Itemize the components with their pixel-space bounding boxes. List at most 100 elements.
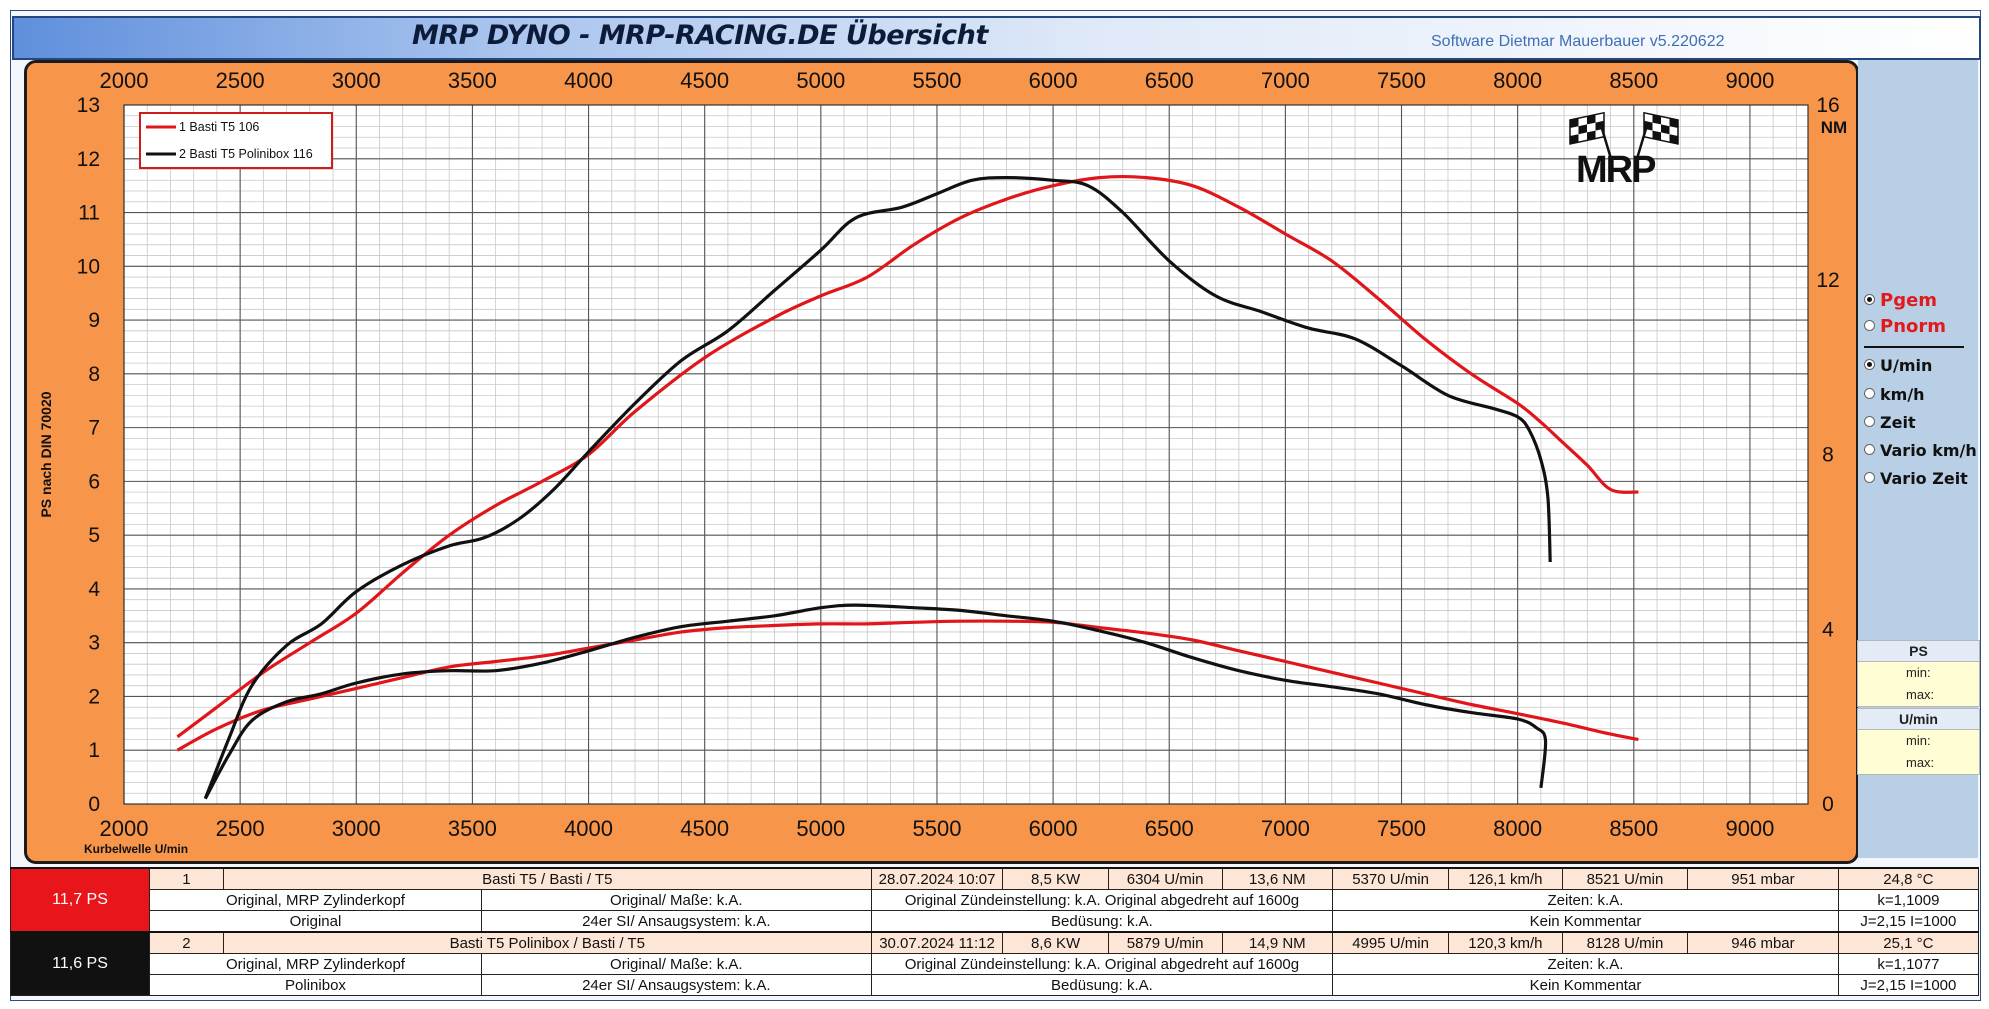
run-1-power-badge: 11,7 PS — [9, 867, 151, 933]
y-tick-label: 10 — [77, 255, 100, 278]
x-tick-label-top: 7000 — [1261, 68, 1310, 93]
x-tick-label-top: 2500 — [216, 68, 265, 93]
run-pressure: 946 mbar — [1687, 931, 1839, 954]
radio-label: U/min — [1880, 356, 1933, 375]
run-1-detail-row: Original, MRP Zylinderkopf Original/ Maß… — [11, 889, 1980, 911]
series-1-torque-line — [176, 619, 1639, 752]
x-tick-label-top: 5000 — [796, 68, 845, 93]
rpm-min-field[interactable]: min: — [1906, 733, 1931, 748]
x-tick-label-top: 4500 — [680, 68, 729, 93]
checkered-flag-right-icon — [1634, 111, 1679, 163]
radio-dot-icon — [1864, 416, 1875, 427]
run-1-detail-row-2: Original 24er SI/ Ansaugsystem: k.A. Bed… — [11, 910, 1980, 933]
series-2-torque-line — [203, 603, 1548, 800]
ps-max-field[interactable]: max: — [1906, 687, 1935, 702]
y2-tick-label: 8 — [1822, 444, 1834, 467]
radio-vario-kmh[interactable]: Vario km/h — [1864, 441, 1977, 460]
x-tick-label-bottom: 5000 — [796, 816, 845, 841]
run-date: 30.07.2024 11:12 — [870, 931, 1004, 954]
radio-kmh[interactable]: km/h — [1864, 385, 1925, 404]
run-2-header-row[interactable]: 11,6 PS 2 Basti T5 Polinibox / Basti / T… — [9, 931, 1980, 996]
radio-dot-icon — [1864, 388, 1875, 399]
x-tick-label-top: 3000 — [332, 68, 381, 93]
run-speed: 120,3 km/h — [1448, 931, 1563, 954]
series-lines — [176, 174, 1639, 800]
radio-pnorm[interactable]: Pnorm — [1864, 316, 1946, 337]
x-tick-label-bottom: 3500 — [448, 816, 497, 841]
run-temperature: 24,8 °C — [1837, 867, 1980, 890]
title-bar: MRP DYNO - MRP-RACING.DE Übersicht Softw… — [12, 16, 1981, 60]
y-tick-label: 5 — [88, 524, 100, 547]
run-2-power-badge: 11,6 PS — [9, 931, 151, 996]
run-speed-rpm: 8521 U/min — [1561, 867, 1689, 890]
run-number: 2 — [149, 931, 224, 954]
radio-zeit[interactable]: Zeit — [1864, 413, 1916, 432]
ps-min-field[interactable]: min: — [1906, 665, 1931, 680]
run-cylinder-head: Original, MRP Zylinderkopf — [149, 953, 482, 975]
radio-dot-icon — [1864, 472, 1875, 483]
run-pressure: 951 mbar — [1687, 867, 1839, 890]
software-version: Software Dietmar Mauerbauer v5.220622 — [1431, 33, 1725, 50]
y-tick-label: 13 — [77, 94, 100, 117]
x-tick-label-bottom: 4000 — [564, 816, 613, 841]
y-tick-label: 3 — [88, 632, 100, 655]
run-max-kw: 8,5 KW — [1002, 867, 1109, 890]
x-tick-label-bottom: 2500 — [216, 816, 265, 841]
y2-tick-label: 16 — [1816, 94, 1839, 117]
x-tick-label-top: 3500 — [448, 68, 497, 93]
radio-label: Pnorm — [1880, 316, 1947, 337]
svg-text:MRP: MRP — [1576, 149, 1656, 191]
x-tick-label-top: 7500 — [1377, 68, 1426, 93]
x-tick-label-bottom: 4500 — [680, 816, 729, 841]
run-kw-rpm: 6304 U/min — [1107, 867, 1223, 890]
run-exhaust: Original — [149, 910, 482, 933]
radio-label: km/h — [1880, 385, 1925, 404]
run-k-factor: k=1,1009 — [1837, 889, 1980, 911]
legend-box — [139, 112, 333, 169]
radio-vario-zeit[interactable]: Vario Zeit — [1864, 469, 1968, 488]
y-tick-label: 1 — [88, 739, 100, 762]
run-k-factor: k=1,1077 — [1837, 953, 1980, 975]
legend-label: 2 Basti T5 Polinibox 116 — [179, 147, 313, 161]
radio-dot-icon — [1864, 294, 1875, 305]
y2-tick-label: 4 — [1822, 618, 1834, 641]
radio-dot-icon — [1864, 444, 1875, 455]
run-nm-rpm: 5370 U/min — [1332, 867, 1449, 890]
run-1-header-row[interactable]: 11,7 PS 1 Basti T5 / Basti / T5 28.07.20… — [9, 867, 1980, 933]
run-comment: Kein Kommentar — [1332, 910, 1839, 933]
radio-label: Pgem — [1880, 290, 1938, 311]
y-tick-label: 11 — [78, 202, 100, 225]
x-tick-label-top: 6500 — [1145, 68, 1194, 93]
x-tick-label-bottom: 2000 — [100, 816, 149, 841]
run-carburetor: 24er SI/ Ansaugsystem: k.A. — [480, 974, 872, 996]
y-tick-label: 12 — [77, 148, 100, 171]
x-tick-label-bottom: 7000 — [1261, 816, 1310, 841]
radio-label: Vario Zeit — [1880, 469, 1968, 488]
runs-table: 11,7 PS 1 Basti T5 / Basti / T5 28.07.20… — [9, 867, 1980, 996]
y2-tick-label: 12 — [1816, 269, 1839, 292]
run-temperature: 25,1 °C — [1837, 931, 1980, 954]
x-axis-label: Kurbelwelle U/min — [84, 842, 188, 856]
grid — [123, 104, 1809, 805]
radio-pgem[interactable]: Pgem — [1864, 290, 1937, 311]
rpm-range-box: U/min min: max: — [1857, 708, 1980, 775]
radio-dot-icon — [1864, 359, 1875, 370]
series-1-power-line — [176, 174, 1639, 739]
radio-rpm[interactable]: U/min — [1864, 356, 1932, 375]
run-exhaust: Polinibox — [149, 974, 482, 996]
axis-ticks: 2000200025002500300030003500350040004000… — [38, 68, 1847, 856]
run-dimensions: Original/ Maße: k.A. — [480, 889, 872, 911]
radio-label: Zeit — [1880, 413, 1916, 432]
rpm-max-field[interactable]: max: — [1906, 755, 1935, 770]
run-kw-rpm: 5879 U/min — [1107, 931, 1223, 954]
run-max-nm: 13,6 NM — [1221, 867, 1334, 890]
ps-range-header: PS — [1858, 641, 1979, 662]
run-2-detail-row: Original, MRP Zylinderkopf Original/ Maß… — [11, 953, 1980, 975]
x-tick-label-top: 4000 — [564, 68, 613, 93]
options-divider — [1864, 346, 1964, 348]
run-speed: 126,1 km/h — [1448, 867, 1563, 890]
plot-area — [124, 105, 1808, 804]
radio-label: Vario km/h — [1880, 441, 1977, 460]
y-tick-label: 7 — [88, 417, 100, 440]
